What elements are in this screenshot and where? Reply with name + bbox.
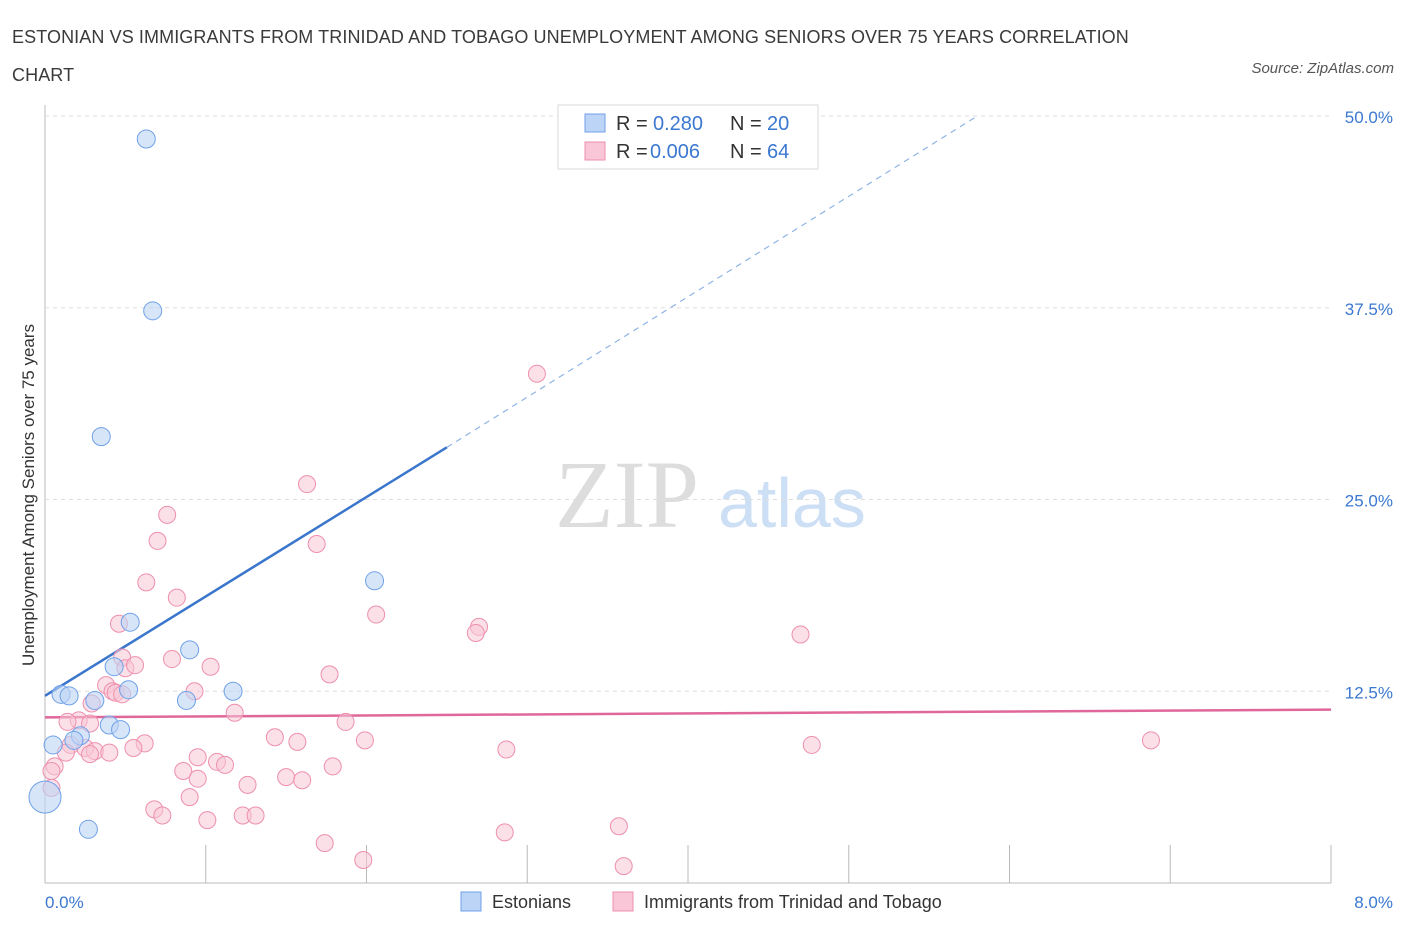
point-immigrants xyxy=(42,762,61,781)
bottom-legend-swatch-estonians xyxy=(460,891,482,912)
point-immigrants xyxy=(298,475,317,494)
trend-line-immigrants xyxy=(44,708,1332,719)
point-immigrants xyxy=(158,505,177,524)
point-estonians xyxy=(43,735,63,755)
trend-line-estonians-extension xyxy=(446,115,978,448)
bottom-legend-estonians: Estonians xyxy=(492,892,571,912)
point-estonians xyxy=(136,129,156,149)
point-immigrants xyxy=(277,768,296,787)
x-axis-ticks xyxy=(44,845,1332,883)
point-immigrants xyxy=(307,534,326,553)
point-immigrants xyxy=(126,656,145,675)
point-immigrants xyxy=(137,573,156,592)
legend-n-label-2: N = xyxy=(730,141,762,163)
point-immigrants xyxy=(216,755,235,774)
point-immigrants xyxy=(238,775,257,794)
point-immigrants xyxy=(355,731,374,750)
point-immigrants xyxy=(153,806,172,825)
point-estonians xyxy=(120,612,140,632)
gridlines xyxy=(45,115,1331,692)
x-tick-label-min: 0.0% xyxy=(45,893,84,912)
point-immigrants xyxy=(188,769,207,788)
point-immigrants xyxy=(188,748,207,767)
point-immigrants xyxy=(81,745,100,764)
point-immigrants xyxy=(58,712,77,731)
point-immigrants xyxy=(315,834,334,853)
legend-n-value-1: 20 xyxy=(767,113,789,135)
y-tick-label: 37.5% xyxy=(1345,300,1393,319)
point-estonians xyxy=(91,427,111,447)
point-estonians xyxy=(111,720,131,740)
point-estonians xyxy=(223,681,243,701)
point-immigrants xyxy=(614,857,633,876)
point-immigrants xyxy=(174,762,193,781)
point-estonians xyxy=(143,301,163,321)
point-immigrants xyxy=(124,739,143,758)
point-immigrants xyxy=(148,531,167,550)
point-immigrants xyxy=(162,650,181,669)
point-estonians xyxy=(104,657,124,677)
legend-r-label-1: R = xyxy=(616,113,648,135)
legend-swatch-estonians xyxy=(584,113,606,133)
point-estonians xyxy=(85,690,105,710)
point-estonians xyxy=(176,690,196,710)
point-immigrants xyxy=(802,735,821,754)
point-immigrants xyxy=(354,850,373,869)
point-estonians xyxy=(180,640,200,660)
point-immigrants xyxy=(323,757,342,776)
point-immigrants xyxy=(367,605,386,624)
x-tick-label-max: 8.0% xyxy=(1354,893,1393,912)
series-legend: Estonians Immigrants from Trinidad and T… xyxy=(460,891,942,912)
bottom-legend-swatch-immigrants xyxy=(612,891,634,912)
trend-line-estonians xyxy=(44,446,448,697)
source-label: Source: ZipAtlas.com xyxy=(1251,60,1394,77)
point-immigrants xyxy=(293,771,312,790)
point-immigrants xyxy=(100,743,119,762)
point-estonians xyxy=(28,780,62,814)
point-estonians xyxy=(64,730,84,750)
legend-r-value-1: 0.280 xyxy=(653,113,703,135)
point-immigrants xyxy=(320,665,339,684)
point-immigrants xyxy=(265,728,284,747)
point-immigrants xyxy=(336,712,355,731)
watermark-zip: ZIP xyxy=(555,441,699,548)
point-immigrants xyxy=(609,817,628,836)
point-immigrants xyxy=(246,806,265,825)
y-tick-label: 12.5% xyxy=(1345,683,1393,702)
legend-r-value-2: 0.006 xyxy=(650,141,700,163)
point-immigrants xyxy=(495,823,514,842)
point-immigrants xyxy=(791,625,810,644)
point-immigrants xyxy=(180,788,199,807)
correlation-legend: R = 0.280 N = 20 R = 0.006 N = 64 xyxy=(557,104,819,170)
point-estonians xyxy=(365,571,385,591)
point-immigrants xyxy=(1141,731,1160,750)
data-points xyxy=(28,129,1160,876)
point-immigrants xyxy=(81,714,100,733)
point-immigrants xyxy=(201,657,220,676)
trend-lines xyxy=(44,115,1332,719)
point-estonians xyxy=(78,819,98,839)
y-tick-label: 25.0% xyxy=(1345,492,1393,511)
y-axis-tick-labels: 12.5% 25.0% 37.5% 50.0% xyxy=(1345,108,1393,702)
point-immigrants xyxy=(288,732,307,751)
point-immigrants xyxy=(198,811,217,830)
watermark-atlas: atlas xyxy=(718,464,866,542)
legend-swatch-immigrants xyxy=(584,141,606,161)
legend-n-label-1: N = xyxy=(730,113,762,135)
y-axis-title: Unemployment Among Seniors over 75 years xyxy=(19,324,38,666)
point-immigrants xyxy=(167,588,186,607)
legend-n-value-2: 64 xyxy=(767,141,789,163)
point-immigrants xyxy=(225,703,244,722)
y-tick-label: 50.0% xyxy=(1345,108,1393,127)
point-estonians xyxy=(59,686,79,706)
legend-r-label-2: R = xyxy=(616,141,648,163)
chart-title: ESTONIAN VS IMMIGRANTS FROM TRINIDAD AND… xyxy=(12,27,1129,85)
point-immigrants xyxy=(466,623,485,642)
bottom-legend-immigrants: Immigrants from Trinidad and Tobago xyxy=(644,892,942,912)
point-immigrants xyxy=(497,740,516,759)
point-estonians xyxy=(119,680,139,700)
point-immigrants xyxy=(527,364,546,383)
